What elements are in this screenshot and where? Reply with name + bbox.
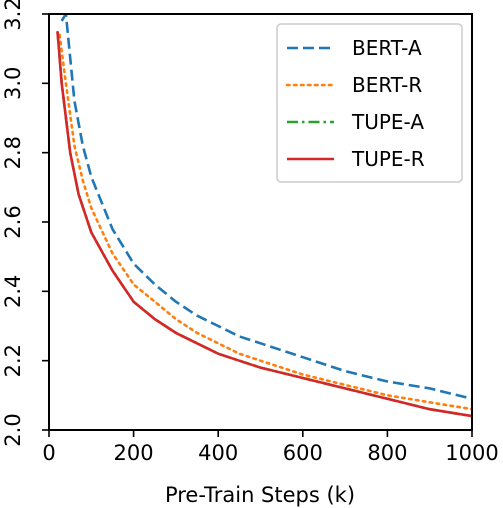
legend: BERT-A BERT-R TUPE-A TUPE-R — [276, 23, 463, 183]
x-axis-ticks: 0 200 400 600 800 1000 — [42, 430, 499, 465]
legend-label-bert-a: BERT-A — [352, 36, 422, 60]
x-tick-label: 1000 — [445, 441, 498, 465]
y-tick-label: 2.4 — [1, 275, 25, 308]
x-tick-label: 400 — [198, 441, 238, 465]
y-tick-label: 3.0 — [1, 67, 25, 100]
x-tick-label: 0 — [42, 441, 55, 465]
x-tick-label: 600 — [283, 441, 323, 465]
x-axis-label: Pre-Train Steps (k) — [165, 483, 355, 507]
y-tick-label: 2.2 — [1, 344, 25, 377]
series-line-bert-r — [58, 33, 472, 411]
legend-label-tupe-a: TUPE-A — [351, 110, 424, 134]
y-tick-label: 3.2 — [1, 0, 25, 31]
series-line-bert-a — [60, 14, 472, 401]
y-tick-label: 2.0 — [1, 413, 25, 446]
x-tick-label: 200 — [114, 441, 154, 465]
series-line-tupe-r — [56, 31, 472, 418]
y-tick-label: 2.8 — [1, 136, 25, 169]
x-tick-label: 800 — [367, 441, 407, 465]
y-tick-label: 2.6 — [1, 205, 25, 238]
y-axis-ticks: 2.0 2.2 2.4 2.6 2.8 3.0 3.2 — [1, 0, 49, 447]
series-layer — [56, 14, 472, 418]
legend-box — [276, 23, 463, 183]
legend-label-tupe-r: TUPE-R — [351, 147, 425, 171]
legend-label-bert-r: BERT-R — [352, 73, 422, 97]
